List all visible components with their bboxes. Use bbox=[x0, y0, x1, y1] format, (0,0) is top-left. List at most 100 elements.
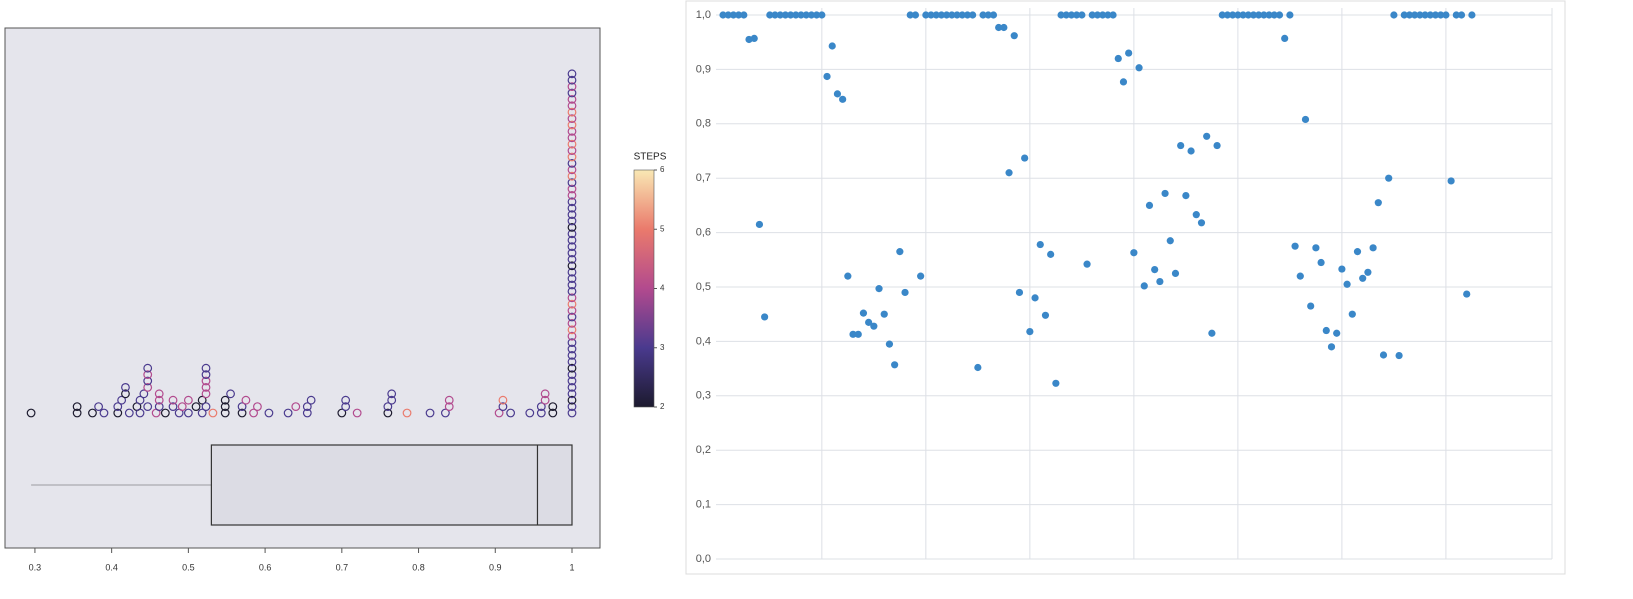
x-tick-label: 1 bbox=[569, 562, 574, 572]
point bbox=[237, 402, 247, 412]
y-tick-label: 0,3 bbox=[696, 390, 711, 402]
point bbox=[352, 408, 362, 418]
point bbox=[220, 408, 230, 418]
point bbox=[1286, 11, 1294, 19]
colorbar-tick-label: 2 bbox=[660, 402, 665, 411]
point bbox=[1442, 11, 1450, 19]
point bbox=[1026, 328, 1034, 336]
point bbox=[567, 139, 577, 149]
point bbox=[1052, 379, 1060, 387]
point bbox=[567, 287, 577, 296]
point bbox=[249, 408, 258, 418]
point bbox=[306, 395, 316, 405]
point bbox=[264, 408, 274, 418]
y-tick-label: 0,4 bbox=[696, 335, 711, 347]
point bbox=[1192, 211, 1200, 219]
point bbox=[567, 312, 577, 322]
point bbox=[143, 370, 153, 380]
point bbox=[143, 363, 153, 373]
box bbox=[210, 444, 573, 526]
point bbox=[1067, 11, 1076, 19]
point bbox=[525, 408, 535, 418]
point bbox=[1000, 23, 1008, 32]
point bbox=[337, 408, 347, 418]
point bbox=[548, 402, 558, 412]
point bbox=[989, 11, 998, 19]
point bbox=[208, 408, 218, 418]
point bbox=[567, 248, 577, 258]
point bbox=[828, 42, 836, 50]
y-tick-label: 1,0 bbox=[696, 9, 711, 21]
point bbox=[220, 402, 230, 412]
point bbox=[201, 389, 211, 399]
point bbox=[567, 280, 577, 290]
point bbox=[1421, 11, 1429, 19]
point bbox=[771, 11, 779, 19]
point bbox=[1312, 244, 1320, 252]
point bbox=[253, 402, 262, 412]
point bbox=[984, 11, 992, 19]
point bbox=[567, 120, 577, 130]
point bbox=[974, 363, 982, 372]
point bbox=[567, 402, 577, 412]
point bbox=[183, 408, 193, 418]
point bbox=[1140, 282, 1148, 290]
point bbox=[72, 408, 82, 418]
colorbar-tick-label: 3 bbox=[660, 343, 665, 352]
point bbox=[1374, 199, 1382, 207]
point bbox=[859, 309, 868, 317]
point bbox=[1275, 11, 1284, 19]
point bbox=[567, 363, 577, 373]
point bbox=[963, 11, 972, 19]
point bbox=[719, 11, 727, 19]
point bbox=[567, 216, 577, 226]
point bbox=[201, 383, 211, 392]
point bbox=[567, 75, 577, 85]
point bbox=[948, 11, 956, 19]
point bbox=[143, 402, 153, 412]
point bbox=[1208, 329, 1216, 337]
point bbox=[1405, 11, 1414, 19]
point bbox=[1447, 177, 1455, 185]
point bbox=[1426, 11, 1434, 19]
point bbox=[567, 197, 577, 207]
point bbox=[1021, 154, 1029, 162]
point bbox=[802, 11, 810, 19]
point bbox=[937, 11, 946, 19]
point bbox=[1047, 250, 1055, 258]
point bbox=[26, 408, 36, 418]
point bbox=[922, 11, 930, 19]
point bbox=[536, 402, 546, 412]
y-tick-label: 0,2 bbox=[696, 444, 711, 456]
point bbox=[1395, 351, 1403, 360]
point bbox=[953, 11, 961, 19]
point bbox=[969, 11, 977, 19]
point bbox=[139, 389, 149, 399]
point bbox=[755, 220, 764, 229]
point bbox=[865, 318, 873, 326]
point bbox=[341, 395, 351, 405]
point bbox=[567, 158, 577, 168]
y-tick-label: 0,0 bbox=[696, 553, 711, 565]
point bbox=[567, 325, 577, 335]
point bbox=[958, 11, 966, 19]
point bbox=[1416, 11, 1424, 19]
point bbox=[88, 408, 97, 418]
point bbox=[1468, 11, 1476, 19]
colorbar-tick-label: 4 bbox=[660, 284, 665, 293]
point bbox=[117, 395, 127, 405]
point bbox=[567, 370, 577, 380]
point bbox=[567, 146, 577, 156]
point bbox=[237, 408, 247, 418]
y-tick-label: 0,8 bbox=[696, 118, 711, 130]
point bbox=[787, 11, 795, 19]
point bbox=[567, 210, 577, 220]
point bbox=[1400, 11, 1408, 19]
point bbox=[1057, 11, 1065, 19]
point bbox=[567, 331, 577, 341]
point bbox=[1229, 11, 1237, 19]
point bbox=[72, 402, 82, 412]
point bbox=[135, 395, 145, 405]
point bbox=[191, 402, 201, 412]
point bbox=[833, 90, 842, 98]
